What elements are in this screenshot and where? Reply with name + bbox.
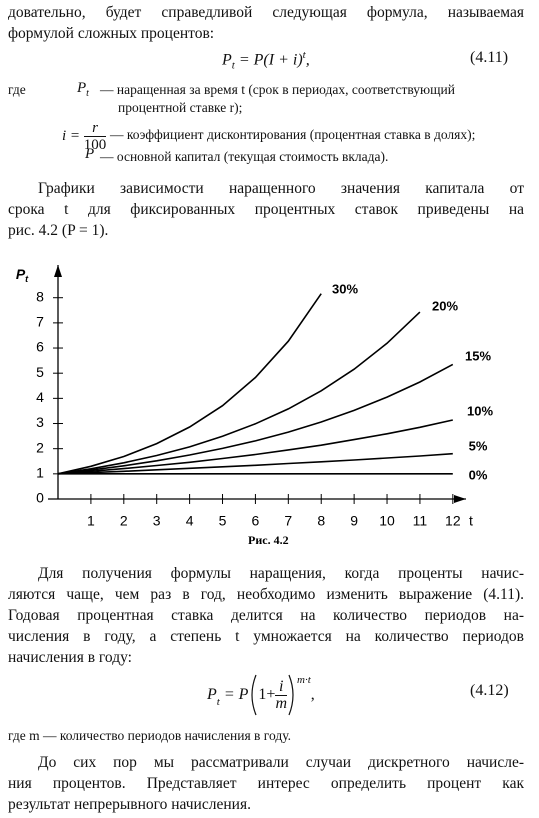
text-line: формулой сложных процентов: [8, 25, 215, 42]
label-part: P [16, 266, 26, 282]
formula-part: P [222, 51, 232, 69]
y-tick-label: 3 [36, 414, 44, 430]
label-part: t [25, 274, 29, 284]
y-tick-label: 7 [36, 314, 44, 330]
numerator: r [83, 120, 107, 137]
symbol-part: t [86, 88, 89, 99]
x-tick-label: 9 [350, 513, 358, 529]
definition-text: где m — количество периодов начисления в… [8, 728, 291, 743]
y-tick-label: 0 [36, 490, 44, 506]
text-line: Графики зависимости наращенного значения… [38, 180, 524, 197]
text-line: До сих пор мы рассматривали случаи дискр… [38, 754, 524, 771]
x-tick-label: 8 [317, 513, 325, 529]
definition-text: — основной капитал (текущая стоимость вк… [100, 149, 389, 164]
x-tick-label: 7 [284, 513, 292, 529]
series-label: 20% [432, 298, 458, 313]
symbol: P [85, 146, 95, 162]
y-tick-label: 5 [36, 364, 44, 380]
definition-text: — коэффициент дисконтирования (процентна… [110, 127, 476, 142]
formula-part: t [216, 696, 220, 708]
symbol-part: i = [62, 128, 81, 144]
formula-part: 1+ [258, 686, 276, 703]
text-line: результат непрерывного начисления. [8, 796, 251, 813]
formula-part: , [305, 51, 310, 69]
text-line: ния процентов. Представляет интерес опре… [8, 775, 524, 792]
formula-number: (4.12) [470, 682, 509, 699]
x-tick-label: 6 [252, 513, 260, 529]
x-tick-label: 3 [153, 513, 161, 529]
formula-part: t [231, 59, 235, 72]
x-tick-label: 2 [120, 513, 128, 529]
text-line: рис. 4.2 (P = 1). [8, 222, 109, 239]
y-axis-label: Pt [16, 266, 29, 285]
x-tick-label: 4 [186, 513, 194, 529]
formula-number: (4.11) [470, 49, 509, 66]
denominator: m [275, 694, 288, 712]
formula-part: P [207, 686, 217, 703]
series-label: 30% [332, 281, 358, 296]
symbol: i = r 100 [62, 120, 107, 153]
text-line: Годовая процентная ставка делится на кол… [8, 607, 524, 624]
arrow [454, 495, 466, 503]
text-line: довательно, будет справедливой следующая… [8, 4, 524, 21]
y-tick-label: 2 [36, 439, 44, 455]
formula-part: t [302, 49, 306, 61]
line [57, 452, 453, 475]
paren [288, 674, 294, 716]
series-label: 15% [465, 348, 491, 363]
definition-text: процентной ставке r); [118, 100, 243, 115]
x-tick-label: 5 [219, 513, 227, 529]
line [57, 311, 421, 475]
formula-part: , [310, 686, 315, 703]
formula: Pt = P(I + i)t, [222, 49, 310, 72]
formula-part: = P [223, 686, 249, 703]
fraction: r 100 [83, 120, 107, 153]
y-tick-label: 6 [36, 339, 44, 355]
x-tick-label: 1 [87, 513, 95, 529]
where-label: где [8, 82, 26, 97]
x-tick-label: 11 [413, 513, 428, 529]
series-label: 10% [467, 403, 493, 418]
x-tick-label: 10 [379, 513, 395, 529]
line [57, 293, 322, 475]
text-line: срока t для фиксированных процентных ста… [8, 201, 524, 218]
formula-part: = P(I + i) [238, 51, 303, 69]
paren [251, 674, 257, 716]
formula-part: m·t [297, 674, 311, 686]
symbol: Pt [77, 80, 89, 99]
y-tick-label: 4 [36, 389, 44, 405]
text-line: Для получения формулы наращения, когда п… [38, 565, 524, 582]
text-line: начисления в году: [8, 649, 132, 666]
definition-text: — наращенная за время t (срок в периодах… [100, 82, 455, 97]
series-label: 5% [469, 438, 488, 453]
text-line: ляются чаще, чем раз в год, необходимо и… [8, 586, 524, 603]
denominator: 100 [83, 137, 107, 153]
text-line: числения в году, а степень t умножается … [8, 628, 524, 645]
arrow [54, 265, 62, 277]
numerator: i [275, 678, 288, 696]
x-axis-label: t [469, 513, 473, 529]
figure-caption: Рис. 4.2 [248, 533, 289, 547]
y-tick-label: 1 [36, 465, 44, 481]
line [57, 419, 453, 475]
series-label: 0% [469, 467, 488, 482]
line [57, 363, 454, 475]
y-tick-label: 8 [36, 288, 44, 304]
symbol-part: P [77, 80, 87, 96]
x-tick-label: 12 [445, 513, 461, 529]
